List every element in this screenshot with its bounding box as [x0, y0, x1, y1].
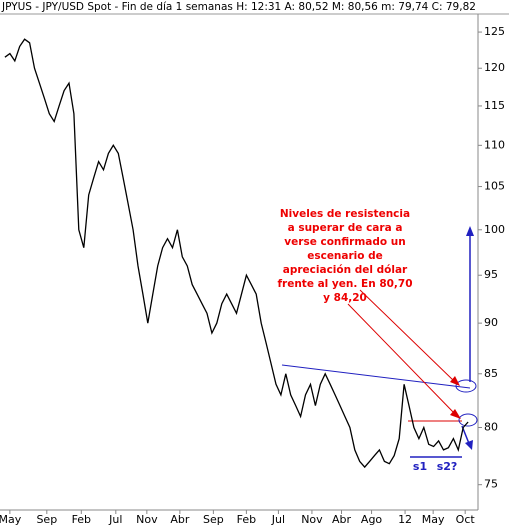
y-tick-label: 90 [484, 316, 498, 329]
x-tick-label: Feb [237, 513, 256, 526]
y-tick-label: 110 [484, 138, 505, 151]
y-tick-label: 95 [484, 268, 498, 281]
arrowhead [450, 409, 461, 419]
x-tick-label: Jul [108, 513, 122, 526]
x-tick-label: May [0, 513, 22, 526]
annotation: apreciación del dólar [283, 264, 408, 276]
x-tick-label: May [422, 513, 445, 526]
price-line [4, 38, 469, 469]
x-tick-label: Feb [72, 513, 91, 526]
resistance-line [281, 364, 471, 389]
arrowhead [450, 376, 460, 386]
support-label: s1 [413, 460, 427, 473]
annotation: Niveles de resistencia [280, 208, 410, 220]
resistance-circle [458, 413, 478, 427]
pointer-arrow [347, 303, 457, 416]
annotation: a superar de cara a [288, 222, 403, 234]
x-tick-label: Abr [332, 513, 352, 526]
annotation: escenario de [307, 250, 383, 262]
x-tick-label: Ago [361, 513, 383, 526]
y-tick-label: 115 [484, 99, 505, 112]
y-tick-label: 80 [484, 421, 498, 434]
x-tick-label: Sep [203, 513, 224, 526]
x-tick-label: Jul [271, 513, 285, 526]
pointer-arrow [359, 289, 456, 383]
annotation: frente al yen. En 80,70 [277, 278, 412, 290]
x-tick-label: Oct [456, 513, 476, 526]
y-tick-label: 120 [484, 61, 505, 74]
y-tick-label: 75 [484, 478, 498, 491]
resistance-circle [455, 379, 477, 393]
y-tick-label: 105 [484, 180, 505, 193]
x-tick-label: Abr [170, 513, 190, 526]
chart-title: JPYUS - JPY/USD Spot - Fin de día 1 sema… [1, 1, 476, 13]
y-tick-label: 100 [484, 223, 505, 236]
x-tick-label: Sep [36, 513, 57, 526]
arrowhead [466, 226, 474, 236]
y-tick-label: 125 [484, 25, 505, 38]
support-label: s2? [437, 460, 458, 473]
x-tick-label: Nov [301, 513, 323, 526]
x-tick-label: 12 [398, 513, 412, 526]
annotation: y 84,20 [323, 292, 367, 304]
annotation: verse confirmado un [284, 236, 405, 248]
arrowhead [465, 440, 473, 450]
x-tick-label: Nov [136, 513, 158, 526]
y-tick-label: 85 [484, 367, 498, 380]
